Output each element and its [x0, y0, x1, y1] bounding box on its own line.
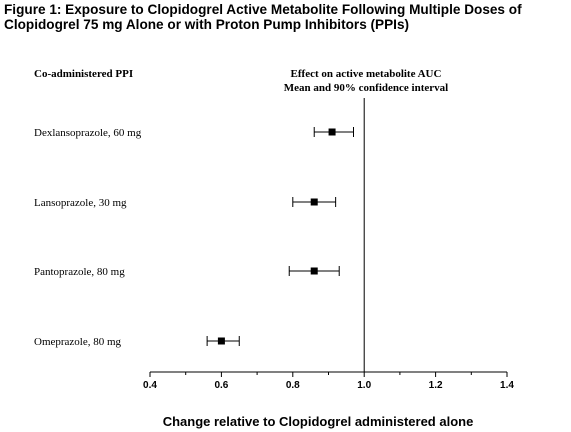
- effect-header-line-1: Effect on active metabolite AUC: [291, 68, 442, 80]
- x-tick-label: 0.6: [214, 380, 228, 391]
- plot-area: 0.4 0.6 0.8 1.0 1.2 1.4 Dexlansoprazole, 60 mg…: [34, 98, 514, 391]
- column-header: Co-administered PPI: [34, 68, 133, 80]
- mean-marker: [217, 337, 225, 345]
- figure-title-line-1: Figure 1: Exposure to Clopidogrel Active…: [4, 2, 522, 17]
- mean-marker: [310, 198, 318, 206]
- x-tick-label: 1.2: [429, 380, 443, 391]
- row-label: Lansoprazole, 30 mg: [34, 197, 127, 209]
- row-label: Pantoprazole, 80 mg: [34, 266, 125, 278]
- effect-header-line-2: Mean and 90% confidence interval: [284, 82, 448, 94]
- figure-title-line-2: Clopidogrel 75 mg Alone or with Proton P…: [4, 17, 410, 32]
- row-label: Omeprazole, 80 mg: [34, 336, 122, 348]
- x-tick-label: 1.4: [500, 380, 514, 391]
- x-axis-label: Change relative to Clopidogrel administe…: [163, 414, 474, 429]
- x-tick-label: 0.4: [143, 380, 157, 391]
- x-tick-label: 1.0: [357, 380, 371, 391]
- x-tick-label: 0.8: [286, 380, 300, 391]
- mean-marker: [328, 128, 336, 136]
- mean-marker: [310, 267, 318, 275]
- figure-title: Figure 1: Exposure to Clopidogrel Active…: [4, 2, 569, 32]
- row-label: Dexlansoprazole, 60 mg: [34, 127, 142, 139]
